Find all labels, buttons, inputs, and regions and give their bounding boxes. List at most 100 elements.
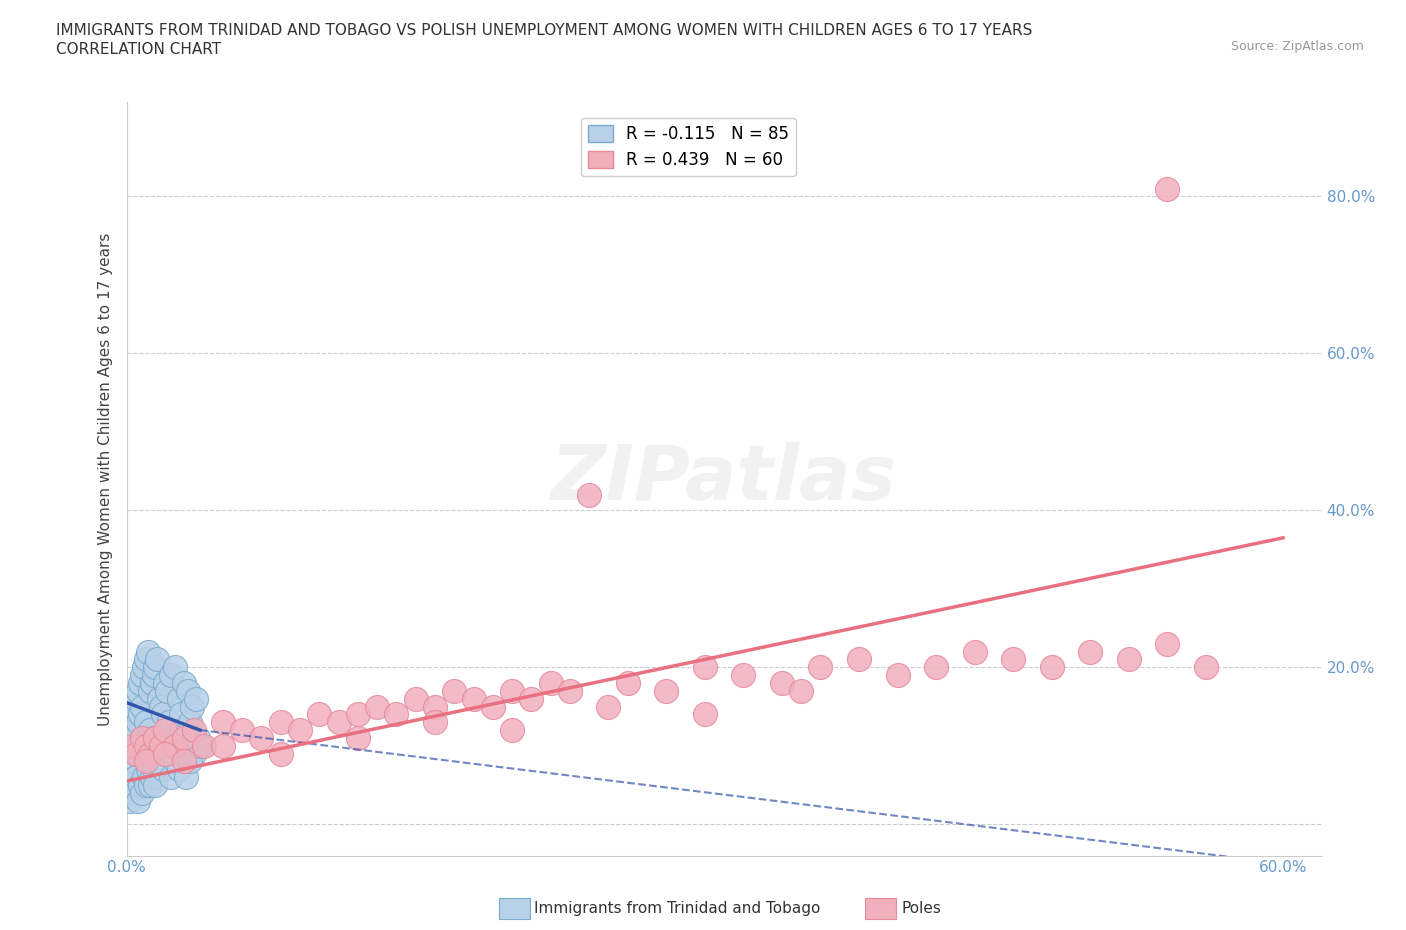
Point xyxy=(145,660,167,675)
Point xyxy=(129,777,152,792)
Point xyxy=(184,691,207,706)
Point xyxy=(138,777,160,792)
Point xyxy=(117,785,139,800)
Point xyxy=(250,730,273,745)
Point xyxy=(963,644,986,659)
Point xyxy=(501,684,523,698)
Point xyxy=(150,738,173,753)
Point xyxy=(173,754,195,769)
Point xyxy=(142,762,165,777)
Point xyxy=(145,777,167,792)
Point xyxy=(179,715,201,730)
Point xyxy=(1118,652,1140,667)
Point xyxy=(366,699,388,714)
Point xyxy=(136,762,159,777)
Point xyxy=(347,730,370,745)
Point xyxy=(540,675,562,690)
Point xyxy=(166,754,188,769)
Point xyxy=(138,723,160,737)
Point xyxy=(121,738,143,753)
Point xyxy=(790,684,813,698)
Point xyxy=(173,730,195,745)
Point xyxy=(132,660,155,675)
Point xyxy=(188,738,211,753)
Point xyxy=(153,746,176,761)
Point xyxy=(270,746,292,761)
Point xyxy=(141,675,163,690)
Point xyxy=(1156,636,1178,651)
Point xyxy=(693,660,716,675)
Point xyxy=(131,730,153,745)
Point xyxy=(122,730,145,745)
Point xyxy=(141,770,163,785)
Point xyxy=(131,785,153,800)
Point xyxy=(163,754,186,769)
Point xyxy=(127,684,149,698)
Point xyxy=(231,723,253,737)
Point xyxy=(501,723,523,737)
Point xyxy=(132,754,155,769)
Point xyxy=(135,715,157,730)
Text: Source: ZipAtlas.com: Source: ZipAtlas.com xyxy=(1230,40,1364,53)
Point xyxy=(157,715,180,730)
Point xyxy=(138,684,160,698)
Point xyxy=(146,762,169,777)
Legend: R = -0.115   N = 85, R = 0.439   N = 60: R = -0.115 N = 85, R = 0.439 N = 60 xyxy=(581,118,796,176)
Point xyxy=(187,730,209,745)
Point xyxy=(145,738,167,753)
Point xyxy=(125,691,148,706)
Y-axis label: Unemployment Among Women with Children Ages 6 to 17 years: Unemployment Among Women with Children A… xyxy=(97,232,112,725)
Text: Immigrants from Trinidad and Tobago: Immigrants from Trinidad and Tobago xyxy=(534,901,821,916)
Point xyxy=(172,746,194,761)
Point xyxy=(117,738,139,753)
Point xyxy=(520,691,543,706)
Point xyxy=(167,691,190,706)
Point xyxy=(153,746,176,761)
Point xyxy=(925,660,948,675)
Point xyxy=(150,699,173,714)
Point xyxy=(169,707,191,722)
Point xyxy=(162,730,184,745)
Point xyxy=(328,715,350,730)
Point xyxy=(142,730,165,745)
Point xyxy=(120,723,142,737)
Point xyxy=(129,675,152,690)
Point xyxy=(121,777,143,792)
Point xyxy=(122,785,145,800)
Point xyxy=(121,707,143,722)
Point xyxy=(121,738,143,753)
Point xyxy=(183,746,205,761)
Point xyxy=(153,723,176,737)
Point xyxy=(598,699,620,714)
Point xyxy=(810,660,832,675)
Text: CORRELATION CHART: CORRELATION CHART xyxy=(56,42,221,57)
Point xyxy=(131,730,153,745)
Point xyxy=(125,723,148,737)
Point xyxy=(122,699,145,714)
Point xyxy=(177,684,200,698)
Point xyxy=(148,691,170,706)
Point xyxy=(463,691,485,706)
Point xyxy=(423,699,446,714)
Point xyxy=(132,770,155,785)
Point xyxy=(136,644,159,659)
Point xyxy=(385,707,408,722)
Point xyxy=(693,707,716,722)
Point xyxy=(135,762,157,777)
Point xyxy=(405,691,427,706)
Point xyxy=(655,684,678,698)
Point xyxy=(183,723,205,737)
Point xyxy=(148,754,170,769)
Point xyxy=(212,738,235,753)
Point xyxy=(179,754,201,769)
Point xyxy=(886,668,908,683)
Point xyxy=(125,754,148,769)
Text: Poles: Poles xyxy=(901,901,941,916)
Point xyxy=(423,715,446,730)
Point xyxy=(212,715,235,730)
Point xyxy=(443,684,465,698)
Point xyxy=(578,487,600,502)
Point xyxy=(156,684,179,698)
Point xyxy=(129,707,152,722)
Point xyxy=(127,746,149,761)
